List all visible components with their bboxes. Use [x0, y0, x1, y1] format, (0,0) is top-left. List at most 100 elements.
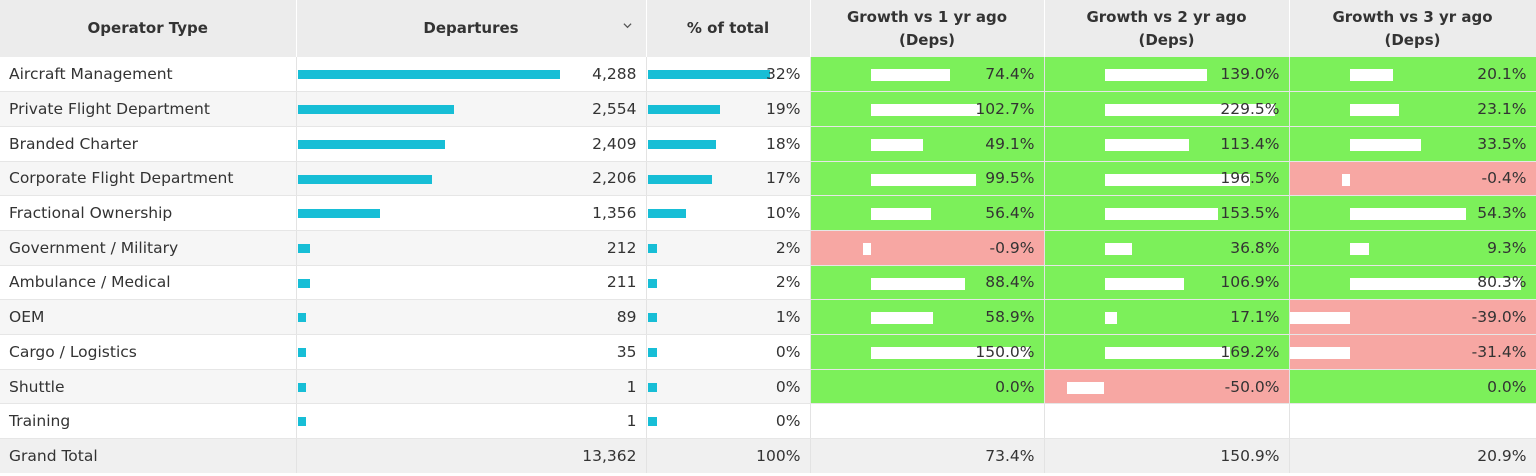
- operator-type-cell: Private Flight Department: [0, 91, 297, 127]
- growth-value: 49.1%: [985, 134, 1035, 153]
- chevron-down-icon[interactable]: [622, 21, 632, 30]
- growth-value: -39.0%: [1471, 308, 1527, 327]
- departures-cell: 1: [296, 369, 647, 405]
- departures-bar: [297, 174, 433, 184]
- growth-bar: [870, 138, 923, 151]
- growth-value: -0.9%: [989, 238, 1035, 257]
- pct-total-value: 32%: [766, 65, 801, 84]
- header-operator-type[interactable]: Operator Type: [0, 0, 297, 57]
- departures-bar: [297, 70, 560, 79]
- pct-total-value: 1%: [775, 308, 801, 327]
- pct-total-cell: 17%: [646, 161, 811, 197]
- pct-total-cell: 2%: [646, 230, 811, 266]
- growth-bar: [1104, 277, 1184, 290]
- header-growth-3yr[interactable]: Growth vs 3 yr ago (Deps): [1289, 0, 1536, 57]
- growth-3yr-cell: 80.3%: [1289, 265, 1536, 301]
- growth-2yr-cell: 36.8%: [1044, 230, 1290, 266]
- table-row: OEM 89 1% 58.9% 17.1% -39.0%: [0, 299, 1536, 335]
- departures-value: 2,206: [592, 169, 637, 188]
- departures-bar: [297, 348, 306, 357]
- departures-cell: 212: [296, 230, 647, 266]
- growth-value: 23.1%: [1477, 100, 1527, 119]
- departures-value: 4,288: [592, 65, 637, 84]
- pct-total-bar: [647, 105, 720, 115]
- pct-total-bar: [647, 417, 657, 427]
- growth-value: 106.9%: [1220, 273, 1280, 292]
- table-row: Training 1 0%: [0, 403, 1536, 440]
- growth-value: 153.5%: [1220, 204, 1280, 223]
- header-growth-2yr[interactable]: Growth vs 2 yr ago (Deps): [1044, 0, 1290, 57]
- table-row: Shuttle 1 0% 0.0% -50.0% 0.0%: [0, 369, 1536, 405]
- growth-3yr-cell: -39.0%: [1289, 299, 1536, 335]
- departures-cell: 89: [296, 299, 647, 335]
- growth-bar: [870, 312, 934, 325]
- operator-type-cell: Corporate Flight Department: [0, 161, 297, 197]
- pct-total-cell: 19%: [646, 91, 811, 127]
- growth-value: 0.0%: [995, 377, 1035, 396]
- growth-value: 17.1%: [1230, 308, 1280, 327]
- departures-value: 1,356: [592, 204, 637, 223]
- pct-total-cell: 2%: [646, 265, 811, 301]
- growth-bar: [870, 347, 1031, 359]
- growth-value: 229.5%: [1220, 100, 1280, 119]
- growth-bar: [1104, 347, 1230, 359]
- growth-bar: [1104, 173, 1251, 186]
- departures-bar: [297, 382, 306, 392]
- header-departures[interactable]: Departures: [296, 0, 647, 57]
- pct-total-value: 0%: [775, 377, 801, 396]
- growth-value: 0.0%: [1487, 377, 1527, 396]
- departures-bar: [297, 209, 381, 219]
- growth-bar: [870, 104, 980, 117]
- departures-bar: [297, 313, 306, 323]
- table-row: Government / Military 212 2% -0.9% 36.8% 9.3%: [0, 230, 1536, 266]
- table-row: Fractional Ownership 1,356 10% 56.4% 153.5% 5…: [0, 195, 1536, 231]
- growth-1yr-cell: 88.4%: [810, 265, 1045, 301]
- grand-total-pct: 100%: [646, 438, 811, 473]
- growth-2yr-cell: 229.5%: [1044, 91, 1290, 127]
- growth-3yr-cell: 33.5%: [1289, 126, 1536, 162]
- pct-total-value: 19%: [766, 100, 801, 119]
- growth-value: 33.5%: [1477, 134, 1527, 153]
- growth-bar: [870, 173, 977, 186]
- table-row: Corporate Flight Department 2,206 17% 99.5%…: [0, 161, 1536, 197]
- growth-value: -0.4%: [1481, 169, 1527, 188]
- grand-total-row: Grand Total 13,362 100% 73.4% 150.9% 20.9%: [0, 438, 1536, 473]
- growth-bar: [1104, 69, 1208, 81]
- departures-cell: 35: [296, 334, 647, 370]
- pct-total-bar: [647, 243, 657, 253]
- pct-total-cell: 32%: [646, 57, 811, 93]
- departures-cell: 2,554: [296, 91, 647, 127]
- operator-type-cell: Shuttle: [0, 369, 297, 405]
- departures-bar: [297, 139, 445, 149]
- header-growth-1yr[interactable]: Growth vs 1 yr ago (Deps): [810, 0, 1045, 57]
- growth-value: 169.2%: [1220, 342, 1280, 361]
- growth-2yr-cell: 169.2%: [1044, 334, 1290, 370]
- growth-bar: [1349, 208, 1466, 221]
- operator-type-cell: Branded Charter: [0, 126, 297, 162]
- table-row: Branded Charter 2,409 18% 49.1% 113.4% 33.5%: [0, 126, 1536, 162]
- table-row: Ambulance / Medical 211 2% 88.4% 106.9% 80.3%: [0, 265, 1536, 301]
- pct-total-cell: 0%: [646, 403, 811, 440]
- grand-total-g1: 73.4%: [810, 438, 1045, 473]
- operator-type-cell: OEM: [0, 299, 297, 335]
- departures-cell: 4,288: [296, 57, 647, 93]
- growth-bar: [1289, 347, 1350, 359]
- departures-value: 211: [606, 273, 637, 292]
- growth-value: 88.4%: [985, 273, 1035, 292]
- pct-total-cell: 10%: [646, 195, 811, 231]
- growth-bar: [870, 208, 931, 221]
- growth-bar: [1349, 69, 1393, 81]
- growth-1yr-cell: 102.7%: [810, 91, 1045, 127]
- departures-cell: 2,206: [296, 161, 647, 197]
- growth-value: 54.3%: [1477, 204, 1527, 223]
- header-pct-total[interactable]: % of total: [646, 0, 811, 57]
- growth-1yr-cell: 49.1%: [810, 126, 1045, 162]
- table-row: Private Flight Department 2,554 19% 102.7% 2…: [0, 91, 1536, 127]
- growth-value: 139.0%: [1220, 65, 1280, 84]
- growth-bar: [1289, 312, 1350, 325]
- grand-total-g2: 150.9%: [1044, 438, 1290, 473]
- grand-total-op: Grand Total: [0, 438, 297, 473]
- growth-bar: [1349, 104, 1399, 117]
- departures-value: 1: [626, 412, 637, 431]
- growth-bar: [862, 242, 871, 255]
